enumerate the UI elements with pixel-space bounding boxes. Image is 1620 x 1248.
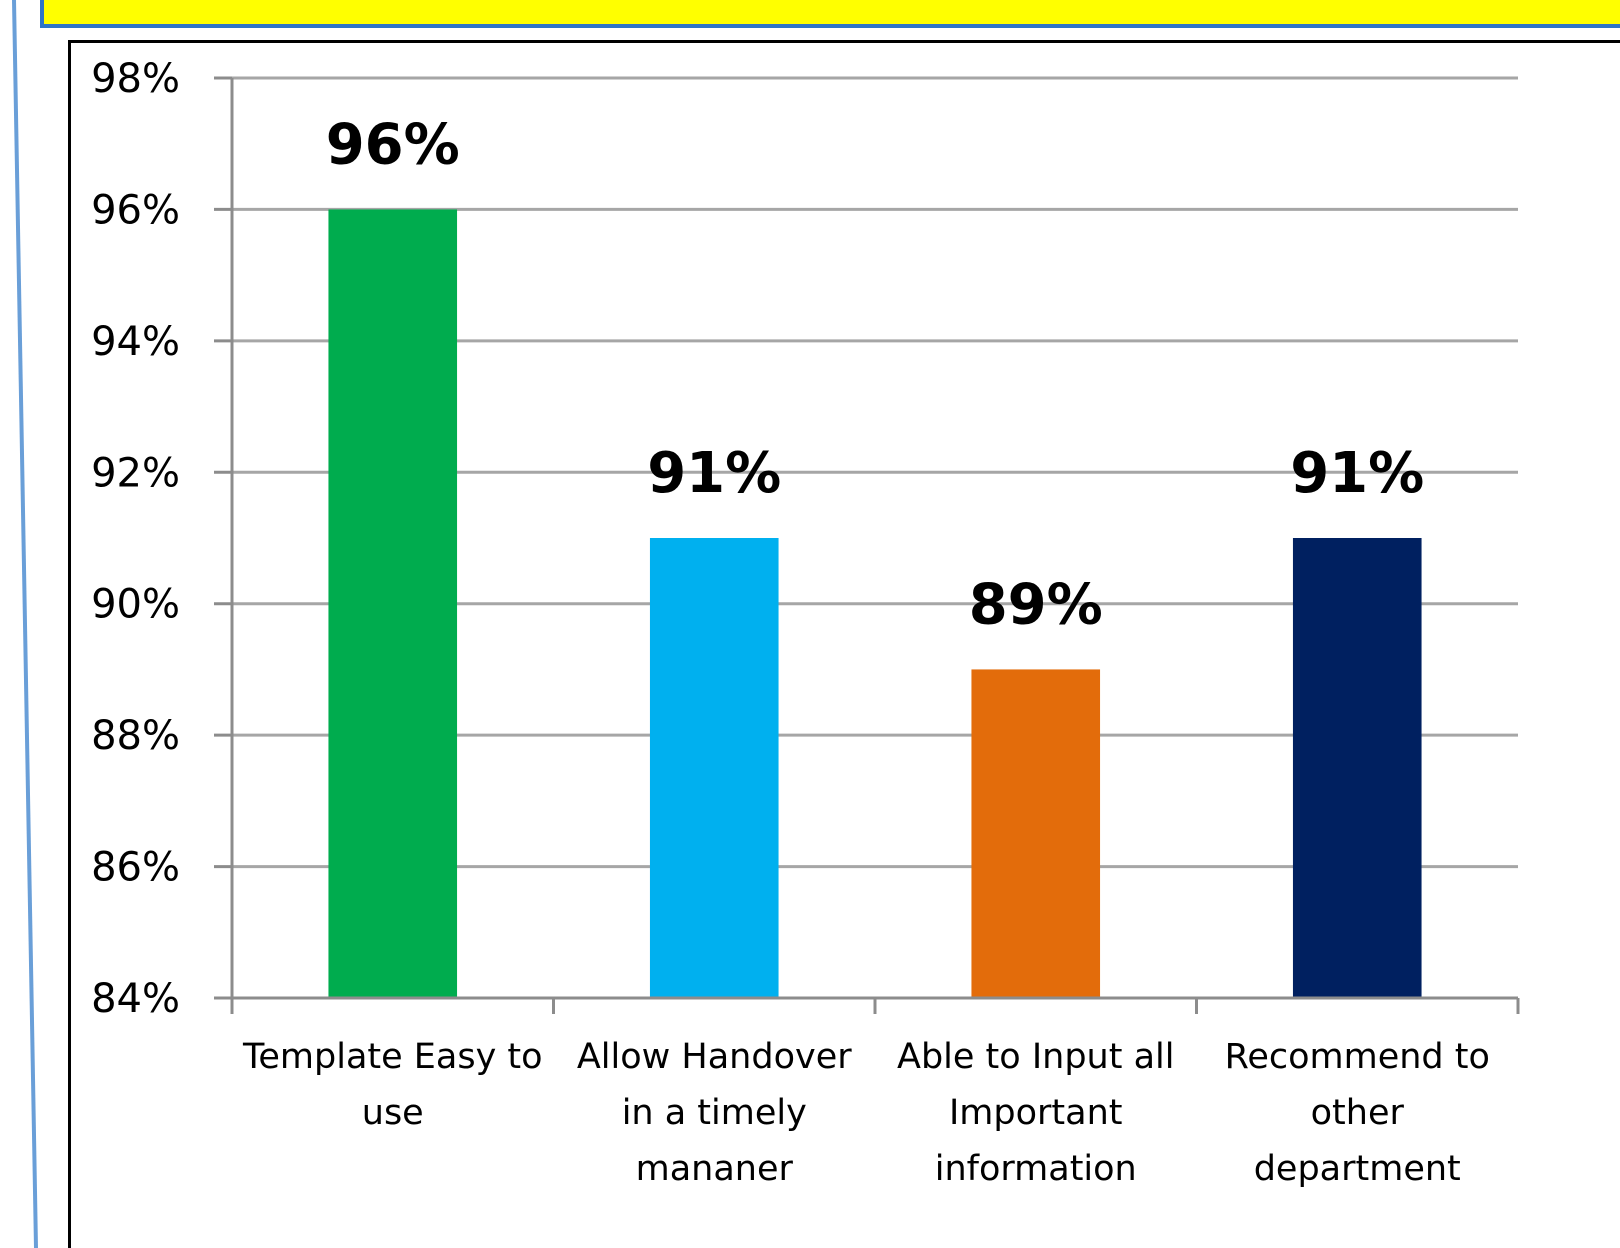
- bar: [1292, 538, 1422, 998]
- bar: [971, 669, 1101, 998]
- y-tick-label: 98%: [91, 56, 180, 102]
- data-label: 96%: [326, 112, 460, 177]
- y-tick-label: 94%: [91, 319, 180, 365]
- title-banner: [40, 0, 1620, 28]
- labels: 98% 96% 94% 92% 90% 88% 86% 84% 96% Template Easy…: [91, 56, 1490, 1189]
- y-tick-label: 90%: [91, 582, 180, 628]
- data-label: 91%: [1290, 441, 1424, 506]
- y-tick-label: 92%: [91, 450, 180, 496]
- y-tick-label: 84%: [91, 976, 180, 1022]
- category-label: Allow Handover in a timely mananer: [577, 1037, 852, 1189]
- y-tick-label: 86%: [91, 845, 180, 891]
- axes: [214, 76, 1520, 1014]
- data-label: 89%: [969, 572, 1103, 637]
- category-label: Recommend to other department: [1225, 1037, 1490, 1189]
- category-label: Able to Input all Important information: [897, 1037, 1174, 1189]
- y-tick-label: 96%: [91, 187, 180, 233]
- bar: [649, 538, 779, 998]
- bars: [328, 209, 1422, 998]
- category-label: Template Easy to use: [242, 1037, 543, 1133]
- bar: [328, 209, 458, 998]
- y-tick-label: 88%: [91, 713, 180, 759]
- data-label: 91%: [647, 441, 781, 506]
- left-accent-rule: [12, 0, 38, 1248]
